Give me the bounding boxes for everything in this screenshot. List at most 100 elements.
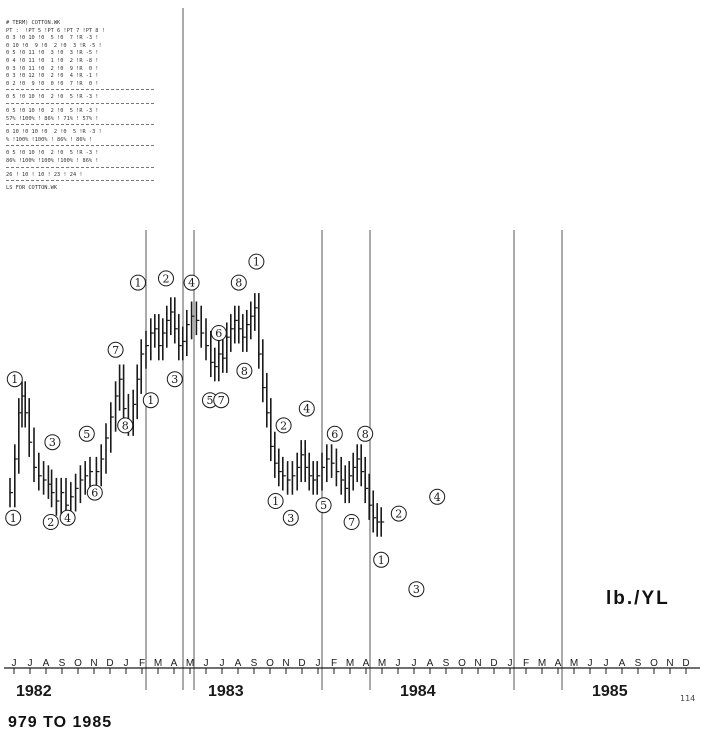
wave-label-text: 1: [135, 277, 142, 290]
price-bar: [356, 444, 361, 483]
wave-label-text: 4: [434, 491, 441, 504]
price-bar: [291, 461, 296, 495]
wave-label: 2: [42, 514, 59, 530]
unit-label: lb./YL: [606, 588, 670, 609]
price-bar: [33, 427, 37, 483]
price-bar: [222, 339, 226, 373]
wave-label: 8: [117, 417, 134, 434]
table-row: 0 2 !0 9 !0 0 !0 7 !R 0 !: [6, 80, 99, 87]
year-label: 1985: [592, 683, 628, 700]
price-bar: [14, 444, 18, 508]
price-bar: [325, 444, 330, 483]
month-tick-label: F: [331, 658, 337, 669]
price-bar: [335, 448, 340, 487]
price-bar: [234, 305, 238, 344]
table-separator: [6, 145, 154, 149]
price-bar: [190, 301, 195, 340]
month-tick-label: J: [220, 658, 225, 669]
wave-label: 7: [343, 514, 360, 530]
price-bar: [136, 364, 141, 420]
wave-label: 1: [6, 371, 23, 388]
wave-label-text: 4: [188, 277, 195, 290]
table-separator: [6, 180, 154, 184]
price-bar: [170, 297, 174, 336]
price-bar: [195, 301, 200, 336]
price-bar: [84, 461, 89, 495]
price-bar: [380, 507, 385, 537]
price-bar: [186, 309, 190, 357]
price-bar: [122, 364, 127, 424]
wave-label-text: 8: [362, 428, 369, 441]
month-tick-label: S: [635, 658, 642, 669]
table-row: 0 3 !0 10 !0 5 !0 7 !R -3 !: [6, 35, 99, 42]
price-bar: [265, 372, 270, 428]
month-tick-label: A: [427, 658, 434, 669]
price-bar: [205, 318, 209, 361]
wave-label-text: 2: [280, 419, 287, 432]
wave-label-text: 7: [218, 394, 225, 407]
price-bar: [364, 456, 369, 504]
wave-label: 8: [230, 274, 247, 291]
month-tick-label: D: [106, 658, 113, 669]
month-tick-label: J: [316, 658, 321, 669]
wave-label-text: 5: [320, 499, 327, 512]
statistics-table: # TERM) COTTON.WK PT : !PT 5 !PT 6 !PT 7 …: [6, 20, 154, 232]
price-bar: [246, 309, 250, 352]
wave-label: 4: [429, 488, 446, 505]
price-bar: [145, 330, 149, 369]
month-tick-label: J: [12, 658, 17, 669]
wave-label: 3: [282, 509, 299, 526]
price-bar: [340, 456, 345, 495]
price-bar: [162, 318, 166, 361]
wave-label: 8: [236, 362, 253, 379]
table-row: LS FOR COTTON.WK: [6, 185, 58, 192]
month-tick-label: A: [171, 658, 178, 669]
wave-label-text: 6: [331, 428, 338, 441]
wave-label-text: 5: [83, 428, 90, 441]
weekly-price-bars: [9, 293, 385, 537]
table-row: 0 10 !0 9 !0 2 !0 3 !R -5 !: [6, 42, 102, 49]
month-tick-label: A: [43, 658, 50, 669]
wave-label-text: 1: [11, 373, 18, 386]
price-bar: [28, 398, 33, 457]
month-tick-label: O: [458, 658, 466, 669]
month-tick-label: J: [28, 658, 33, 669]
price-bar: [368, 473, 373, 520]
month-tick-label: J: [588, 658, 593, 669]
price-bar: [277, 448, 282, 487]
price-bar: [24, 381, 29, 428]
month-tick-label: F: [139, 658, 145, 669]
price-bar: [95, 456, 100, 487]
price-bar: [60, 477, 65, 516]
wave-label: 4: [59, 509, 76, 526]
table-row: 86% !100% !100% !100% ! 86% !: [6, 157, 99, 164]
price-bar: [300, 440, 305, 483]
month-tick-label: J: [604, 658, 609, 669]
price-bar: [140, 339, 145, 394]
month-tick-label: M: [346, 658, 354, 669]
wave-label-text: 8: [241, 365, 248, 378]
month-tick-label: M: [570, 658, 578, 669]
table-row: 0 4 !0 11 !0 1 !0 2 !R -8 !: [6, 57, 99, 64]
month-tick-label: N: [282, 658, 289, 669]
price-bar: [257, 293, 262, 369]
wave-label: 6: [86, 484, 103, 501]
month-tick-label: J: [412, 658, 417, 669]
price-bar: [344, 465, 349, 504]
wave-label-text: 2: [395, 508, 402, 521]
month-tick-label: M: [186, 658, 194, 669]
wave-label-text: 3: [171, 373, 178, 386]
month-tick-label: J: [508, 658, 513, 669]
table-row: 26 ! 10 ! 10 ! 23 ! 24 !: [6, 171, 83, 178]
month-tick-label: M: [538, 658, 546, 669]
price-bar: [352, 452, 357, 491]
price-bar: [372, 490, 377, 533]
price-bar: [330, 444, 335, 478]
wave-label: 7: [213, 392, 230, 409]
month-tick-label: J: [396, 658, 401, 669]
month-tick-label: O: [650, 658, 658, 669]
wave-label-text: 7: [348, 516, 355, 529]
wave-label: 3: [44, 434, 61, 451]
